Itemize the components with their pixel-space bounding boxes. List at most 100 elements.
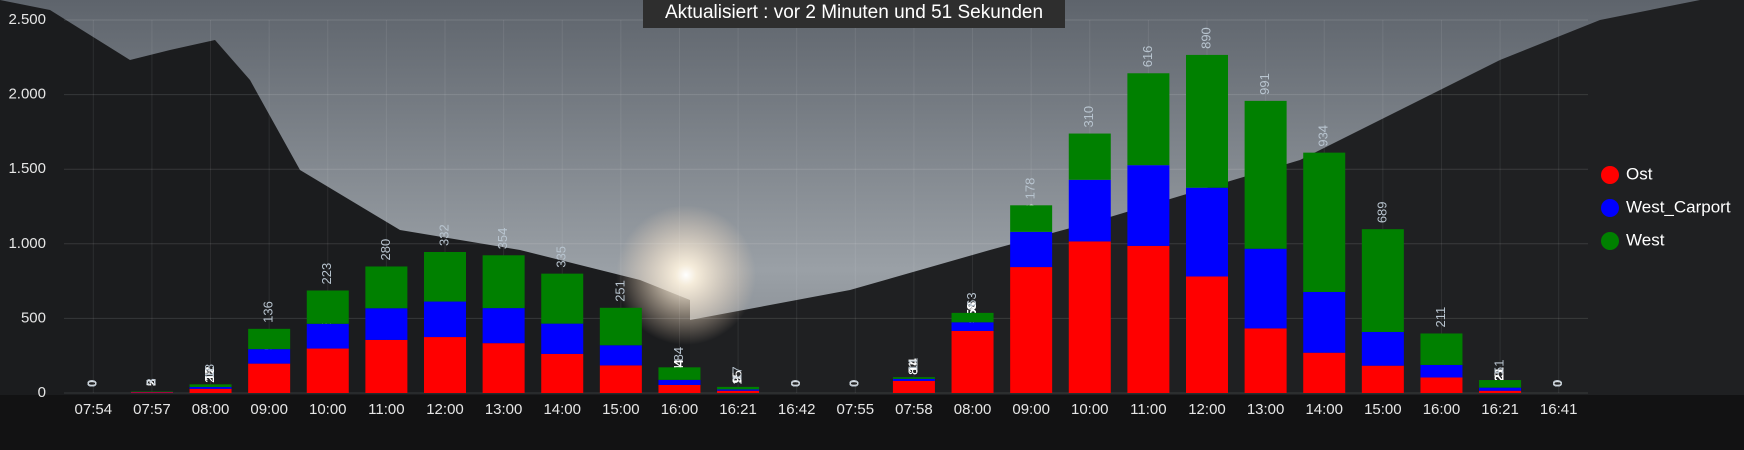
bar-segment bbox=[1303, 152, 1346, 292]
chart-title: Aktualisiert : vor 2 Minuten und 51 Seku… bbox=[665, 2, 1043, 23]
value-label: 934 bbox=[1316, 125, 1331, 147]
value-label: 3 bbox=[143, 378, 158, 385]
x-tick-label: 11:00 bbox=[1130, 401, 1166, 418]
x-tick-label: 10:00 bbox=[309, 401, 347, 418]
x-tick-label: 07:54 bbox=[75, 401, 113, 418]
value-label: 18 bbox=[202, 364, 217, 378]
bar-segment bbox=[482, 343, 525, 393]
bar-segment bbox=[189, 387, 232, 389]
bar-segment bbox=[1303, 352, 1346, 393]
bar-segment bbox=[1010, 205, 1053, 232]
bar-segment bbox=[1479, 380, 1522, 388]
value-label: 211 bbox=[1433, 307, 1448, 328]
legend-label: West bbox=[1626, 230, 1665, 249]
bar-segment bbox=[658, 379, 701, 385]
bar-segment bbox=[1244, 328, 1287, 393]
bar-segment bbox=[248, 363, 291, 393]
value-label: 178 bbox=[1023, 178, 1038, 200]
x-tick-label: 12:00 bbox=[1188, 401, 1226, 418]
value-label: 0 bbox=[1550, 380, 1565, 387]
value-label: 58 bbox=[964, 302, 979, 316]
legend-marker bbox=[1601, 166, 1619, 184]
value-label: 689 bbox=[1374, 201, 1389, 223]
value-label: 15 bbox=[730, 370, 745, 384]
legend-label: West_Carport bbox=[1626, 197, 1731, 216]
legend-marker bbox=[1601, 199, 1619, 217]
bar-segment bbox=[306, 323, 349, 349]
y-tick-label: 1.000 bbox=[8, 235, 46, 252]
bar-segment bbox=[951, 322, 994, 331]
value-label: 991 bbox=[1257, 73, 1272, 95]
value-label: 890 bbox=[1198, 27, 1213, 49]
value-label: 17 bbox=[730, 366, 745, 380]
x-tick-label: 14:00 bbox=[543, 401, 581, 418]
y-tick-label: 1.500 bbox=[8, 160, 46, 177]
value-label: 5 bbox=[143, 379, 158, 386]
x-tick-label: 10:00 bbox=[1071, 401, 1109, 418]
value-label: 21 bbox=[1492, 367, 1507, 381]
y-tick-label: 500 bbox=[21, 309, 46, 326]
value-label: 354 bbox=[495, 228, 510, 250]
x-tick-label: 15:00 bbox=[1364, 401, 1402, 418]
bar-segment bbox=[1127, 73, 1170, 166]
bar-segment bbox=[1127, 165, 1170, 246]
bar-segment bbox=[482, 308, 525, 344]
value-label: 0 bbox=[847, 380, 862, 387]
bar-segment bbox=[717, 386, 760, 390]
bar-segment bbox=[1068, 179, 1111, 242]
bar-segment bbox=[1068, 241, 1111, 393]
x-tick-label: 09:00 bbox=[250, 401, 288, 418]
y-tick-label: 0 bbox=[38, 384, 46, 401]
bar-segment bbox=[1361, 331, 1404, 366]
value-label: 280 bbox=[378, 239, 393, 261]
x-tick-label: 11:00 bbox=[368, 401, 404, 418]
bar-segment bbox=[306, 290, 349, 324]
value-label: 0 bbox=[85, 380, 100, 387]
x-tick-label: 16:00 bbox=[1423, 401, 1461, 418]
bar-segment bbox=[306, 348, 349, 393]
bar-segment bbox=[189, 388, 232, 393]
value-label: 136 bbox=[261, 301, 276, 323]
bar-segment bbox=[1244, 248, 1287, 329]
bar-segment bbox=[1420, 364, 1463, 378]
x-tick-label: 07:58 bbox=[895, 401, 933, 418]
bar-segment bbox=[1186, 276, 1228, 393]
sun bbox=[616, 205, 756, 345]
bar-segment bbox=[365, 339, 408, 393]
bar-segment bbox=[365, 308, 408, 340]
bar-segment bbox=[1244, 100, 1287, 249]
bar-segment bbox=[892, 380, 935, 393]
x-tick-label: 16:21 bbox=[1481, 401, 1519, 418]
bar-segment bbox=[365, 266, 408, 309]
bar-segment bbox=[1186, 187, 1228, 277]
value-label: 616 bbox=[1140, 46, 1155, 68]
bar-segment bbox=[1420, 377, 1463, 393]
value-label: 9 bbox=[730, 376, 745, 383]
bar-segment bbox=[599, 307, 642, 346]
x-tick-label: 16:00 bbox=[661, 401, 699, 418]
value-label: 11 bbox=[905, 358, 920, 372]
value-label: 51 bbox=[1492, 360, 1507, 374]
value-label: 0 bbox=[788, 380, 803, 387]
title-box bbox=[643, 0, 1065, 28]
bar-segment bbox=[1186, 54, 1228, 188]
bar-segment bbox=[541, 273, 584, 324]
bar-segment bbox=[424, 301, 466, 338]
value-label: 332 bbox=[436, 224, 451, 246]
x-tick-label: 08:00 bbox=[192, 401, 230, 418]
bar-segment bbox=[892, 377, 935, 379]
bar-segment bbox=[248, 349, 291, 364]
value-label: 223 bbox=[319, 263, 334, 285]
value-label: 0 bbox=[85, 380, 100, 387]
x-tick-label: 16:42 bbox=[778, 401, 816, 418]
legend-marker bbox=[1601, 232, 1619, 250]
value-label: 0 bbox=[1550, 380, 1565, 387]
bar-segment bbox=[717, 390, 760, 393]
bar-segment bbox=[1010, 231, 1053, 268]
bar-segment bbox=[1303, 291, 1346, 353]
bar-segment bbox=[1479, 390, 1522, 393]
bar-segment bbox=[951, 330, 994, 393]
bar-segment bbox=[892, 378, 935, 381]
x-tick-label: 15:00 bbox=[602, 401, 640, 418]
